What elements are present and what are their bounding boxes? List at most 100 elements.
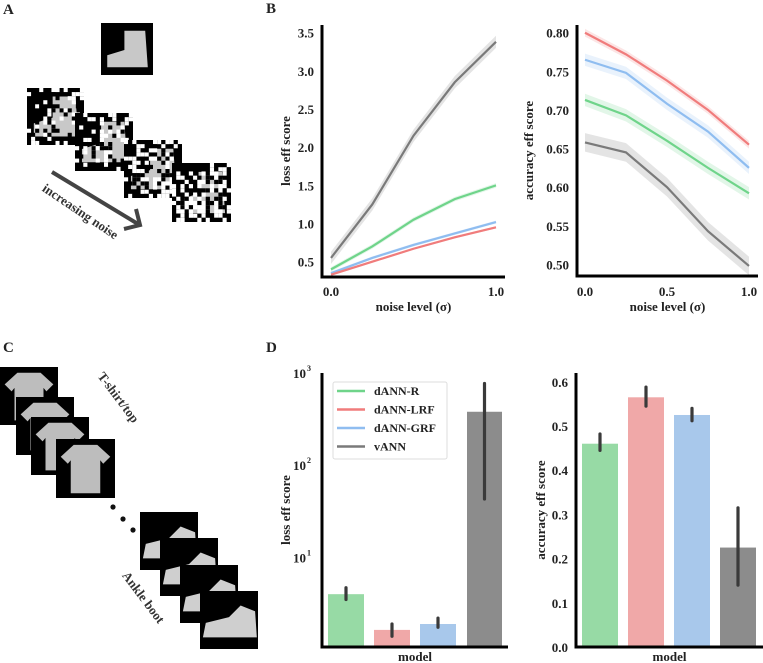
noise-pixel bbox=[180, 205, 185, 210]
noise-pixel bbox=[35, 120, 40, 125]
noise-pixel bbox=[184, 179, 189, 185]
noise-pixel bbox=[161, 177, 166, 182]
noise-pixel bbox=[75, 92, 80, 97]
noise-pixel bbox=[165, 185, 170, 190]
noise-pixel bbox=[176, 188, 181, 193]
y-tick-label: 0.1 bbox=[552, 596, 568, 611]
noise-pixel bbox=[79, 133, 84, 138]
noise-pixel bbox=[218, 205, 223, 210]
noise-pixel bbox=[148, 189, 153, 194]
noise-pixel bbox=[144, 152, 149, 157]
noise-pixel bbox=[153, 185, 158, 190]
noise-pixel bbox=[193, 205, 198, 210]
bar-dann-grf bbox=[420, 623, 456, 647]
y-axis-label: loss eff score bbox=[278, 475, 293, 545]
noise-pixel bbox=[99, 162, 104, 167]
noise-pixel bbox=[128, 113, 133, 118]
noise-pixel bbox=[140, 152, 145, 157]
noise-pixel bbox=[47, 112, 52, 117]
noise-pixel bbox=[140, 181, 145, 186]
noise-pixel bbox=[95, 146, 100, 151]
noise-pixel bbox=[197, 192, 202, 197]
noise-pixel bbox=[27, 140, 32, 145]
noise-pixel bbox=[184, 192, 189, 197]
boot-shape bbox=[107, 30, 148, 68]
noise-pixel bbox=[83, 137, 88, 142]
noise-pixel bbox=[91, 146, 96, 151]
noise-pixel bbox=[132, 177, 137, 182]
noise-pixel bbox=[161, 144, 166, 149]
noise-pixel bbox=[51, 88, 56, 93]
noise-pixel bbox=[214, 200, 219, 206]
y-tick-label: 2.5 bbox=[298, 102, 315, 117]
noise-pixel bbox=[169, 173, 174, 178]
noise-pixel bbox=[172, 196, 177, 201]
noise-pixel bbox=[226, 167, 231, 172]
noise-pixel bbox=[148, 164, 153, 169]
noise-pixel bbox=[169, 189, 174, 194]
noise-pixel bbox=[161, 160, 166, 165]
noise-pixel bbox=[148, 140, 153, 145]
noise-pixel bbox=[214, 209, 219, 214]
noise-pixel bbox=[209, 163, 215, 168]
bar-dann-lrf bbox=[374, 629, 410, 647]
noise-pixel bbox=[157, 169, 162, 174]
y-tick-label: 0.70 bbox=[546, 103, 569, 118]
noise-pixel bbox=[144, 185, 149, 190]
noise-pixel bbox=[83, 121, 88, 126]
noise-pixel bbox=[226, 188, 231, 193]
noise-pixel bbox=[197, 196, 202, 201]
noise-pixel bbox=[128, 160, 133, 165]
noise-pixel bbox=[209, 175, 215, 180]
chart-b_loss: 0.0 1.0 0.5 1.0 1.5 2.0 2.5 3.0 3.5 noise level (… bbox=[278, 25, 505, 314]
noise-pixel bbox=[222, 184, 227, 189]
noise-pixel bbox=[136, 169, 141, 174]
y-tick-label: 3.5 bbox=[298, 26, 315, 41]
noise-pixel bbox=[184, 184, 189, 189]
noise-pixel bbox=[91, 166, 96, 171]
noise-pixel bbox=[132, 173, 137, 178]
noise-pixel bbox=[184, 205, 189, 210]
series-line-dann-r bbox=[330, 184, 497, 271]
noise-pixel bbox=[180, 188, 185, 193]
noise-pixel bbox=[193, 179, 198, 185]
noise-pixel bbox=[172, 205, 177, 210]
panel-letter-b: B bbox=[266, 1, 276, 17]
noise-pixel bbox=[176, 184, 181, 189]
noise-pixel bbox=[157, 177, 162, 182]
noise-pixel bbox=[165, 152, 170, 157]
noise-pixel bbox=[161, 152, 166, 157]
noise-pixel bbox=[124, 160, 129, 165]
noise-pixel bbox=[116, 162, 121, 167]
noise-pixel bbox=[116, 121, 121, 126]
panel-c-class-examples bbox=[0, 367, 258, 649]
noise-pixel bbox=[27, 92, 32, 97]
panel-a-noise-illustration bbox=[27, 23, 231, 222]
noise-pixel bbox=[63, 88, 68, 93]
y-tick-label: 0.6 bbox=[552, 375, 569, 390]
noise-pixel bbox=[172, 184, 177, 189]
noise-pixel bbox=[177, 160, 182, 165]
noise-pixel bbox=[169, 193, 174, 198]
noise-pixel bbox=[95, 121, 100, 126]
noise-pixel bbox=[55, 96, 60, 101]
noise-pixel bbox=[132, 160, 137, 165]
noise-pixel bbox=[153, 140, 158, 145]
noise-pixel bbox=[226, 163, 231, 168]
y-tick-label: 1.0 bbox=[298, 217, 314, 232]
noise-pixel bbox=[197, 179, 202, 185]
noise-pixel bbox=[116, 129, 121, 134]
noise-pixel bbox=[180, 184, 185, 189]
noise-pixel bbox=[169, 177, 174, 182]
noise-pixel bbox=[153, 144, 158, 149]
noise-pixel bbox=[197, 167, 202, 172]
noise-pixel bbox=[180, 192, 185, 197]
noise-pixel bbox=[205, 205, 210, 210]
noise-pixel bbox=[188, 171, 194, 176]
legend-label-dann-grf: dANN-GRF bbox=[374, 421, 436, 435]
noise-pixel bbox=[169, 185, 174, 190]
noise-pixel bbox=[201, 217, 206, 222]
noise-pixel bbox=[193, 184, 198, 189]
noise-pixel bbox=[218, 209, 223, 214]
legend: dANN-R dANN-LRF dANN-GRF vANN bbox=[332, 381, 448, 460]
